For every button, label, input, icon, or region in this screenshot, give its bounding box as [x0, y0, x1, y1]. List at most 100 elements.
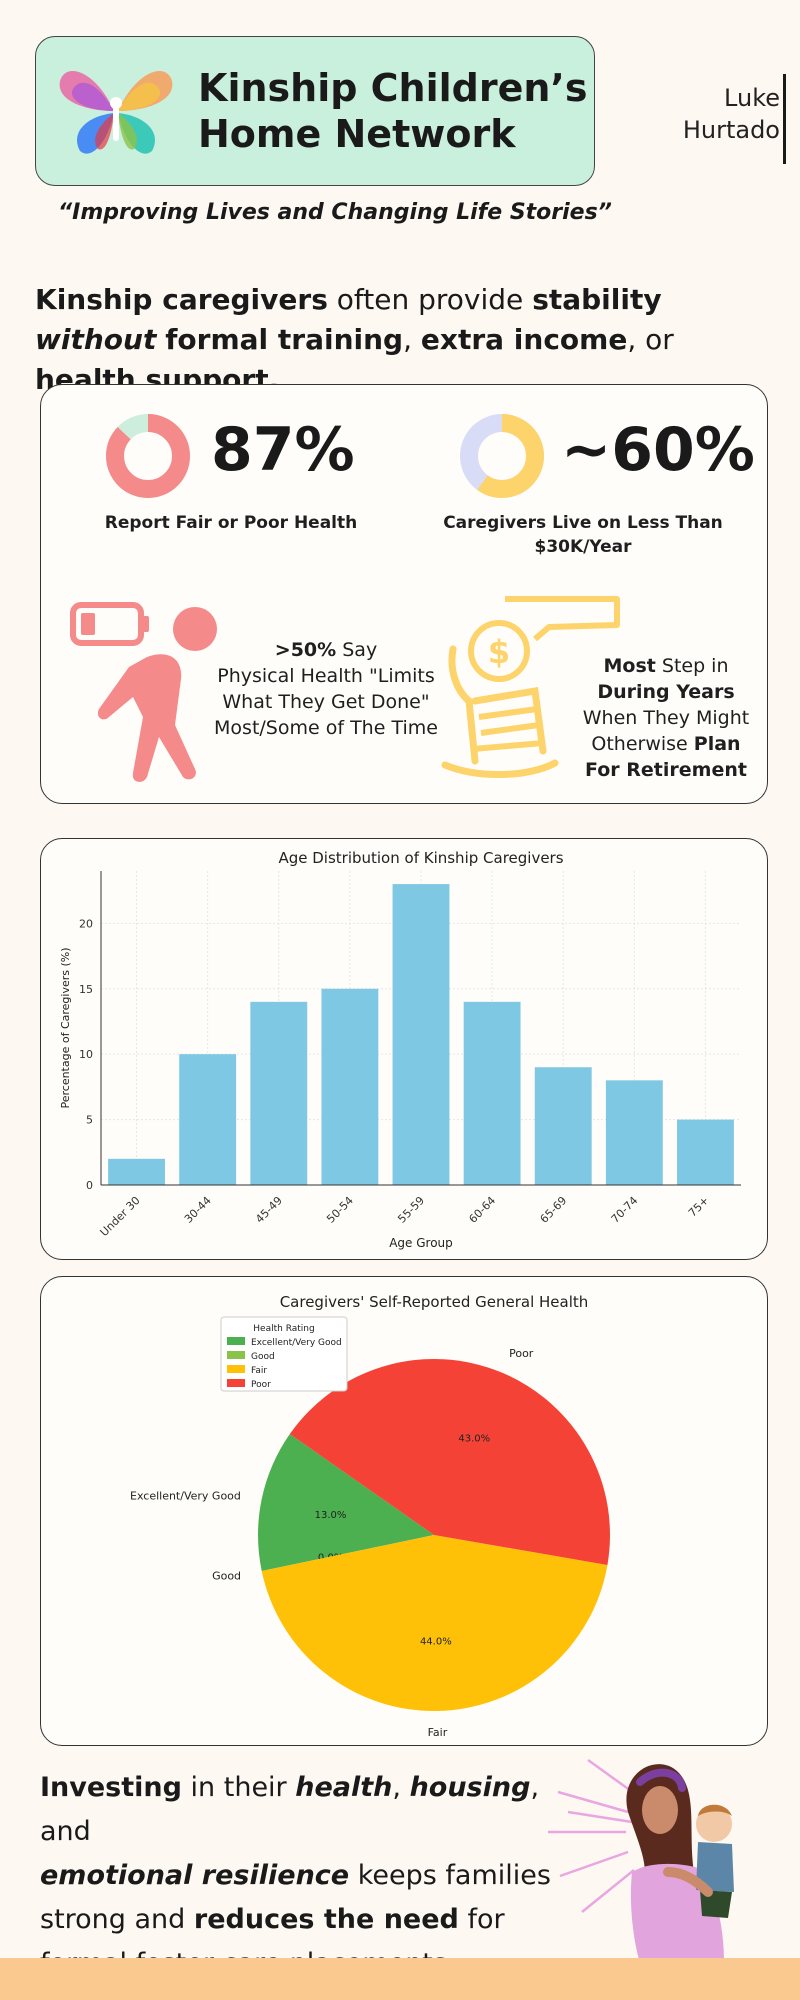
pie-slice-poor [289, 1359, 610, 1565]
bar-70-74 [605, 1080, 663, 1185]
headline-or: , or [627, 323, 674, 356]
health-stat-label: Report Fair or Poor Health [104, 513, 358, 533]
legend-entry: Poor [251, 1380, 271, 1390]
legend-entry: Excellent/Very Good [251, 1338, 342, 1348]
author-divider [783, 74, 786, 164]
header-banner: Kinship Children’s Home Network [35, 36, 595, 186]
pie-label-excellent-very-good: Excellent/Very Good [130, 1489, 241, 1502]
closing-text-2: , [392, 1772, 410, 1803]
x-tick-label: 50-54 [324, 1194, 356, 1226]
legend-entry: Fair [251, 1366, 267, 1376]
health-stat-value: 87% [211, 415, 355, 485]
bar-65-69 [534, 1067, 592, 1185]
mother-and-child-illustration [548, 1758, 734, 1962]
pie-pct-poor: 43.0% [458, 1433, 490, 1444]
author-name: Luke Hurtado [660, 82, 780, 146]
income-donut-icon [460, 414, 544, 498]
pie-chart-title: Caregivers' Self-Reported General Health [280, 1293, 589, 1311]
limits-percent: >50% [274, 639, 337, 661]
bar-30-44 [179, 1054, 237, 1185]
income-stat-value: ~60% [561, 415, 755, 485]
x-tick-label: 60-64 [466, 1194, 498, 1226]
y-tick-label: 0 [86, 1179, 93, 1192]
closing-text-1: in their [181, 1772, 296, 1803]
closing-bold-health: health [295, 1772, 393, 1803]
physical-health-limits-text: >50% Say Physical Health "Limits What Th… [201, 637, 451, 741]
bar-chart-title: Age Distribution of Kinship Caregivers [278, 849, 563, 867]
y-tick-label: 15 [79, 983, 93, 996]
y-tick-label: 10 [79, 1048, 93, 1061]
health-donut-icon [106, 414, 190, 498]
butterfly-logo-icon [59, 71, 173, 154]
x-tick-label: 70-74 [609, 1194, 641, 1226]
headline-bold-stability: stability [532, 283, 662, 316]
closing-statement: Investing in their health, housing, and … [40, 1766, 580, 1986]
bar-45-49 [250, 1001, 308, 1185]
legend-title: Health Rating [253, 1324, 314, 1334]
pie-label-fair: Fair [428, 1726, 448, 1739]
svg-text:$: $ [488, 633, 510, 671]
income-stat-label: Caregivers Live on Less Than $30K/Year [443, 513, 723, 557]
tagline: “Improving Lives and Changing Life Stori… [58, 200, 612, 225]
pie-legend: Health Rating Excellent/Very Good Good Fair… [220, 1316, 348, 1392]
closing-bold-resilience: emotional resilience [40, 1860, 350, 1891]
retire-step-in: Step in [655, 655, 729, 677]
closing-text-4: keeps families strong and [40, 1860, 551, 1935]
retire-most: Most [603, 655, 656, 677]
tired-person-low-battery-icon [70, 602, 217, 782]
retirement-text: Most Step in During Years When They Migh… [581, 653, 751, 783]
limits-say: Say [336, 639, 378, 661]
x-tick-label: 45-49 [253, 1194, 285, 1226]
pie-slice-excellent-very-good [258, 1434, 434, 1571]
x-tick-label: 65-69 [538, 1194, 570, 1226]
legend-entry: Good [251, 1352, 275, 1362]
retirement-coin-rocking-chair-icon: $ [441, 596, 620, 779]
headline-comma: , [403, 323, 421, 356]
footer-band [0, 1958, 800, 2000]
headline-text: often provide [327, 283, 533, 316]
author-last-name: Hurtado [682, 116, 780, 144]
x-tick-label: 55-59 [395, 1194, 427, 1226]
headline-bold-training: formal training [165, 323, 404, 356]
pie-label-poor: Poor [509, 1347, 534, 1360]
x-tick-label: 30-44 [182, 1194, 214, 1226]
legend-box [220, 1316, 348, 1392]
stats-card: 87% Report Fair or Poor Health ~60% Care… [40, 384, 768, 804]
organization-name: Kinship Children’s Home Network [198, 66, 588, 156]
legend-swatch [227, 1379, 245, 1387]
pie-pct-excellent-very-good: 13.0% [315, 1510, 347, 1521]
y-tick-label: 20 [79, 917, 93, 930]
x-tick-label: 75+ [686, 1194, 712, 1220]
bar-60-64 [463, 1001, 521, 1185]
headline-italic-without: without [35, 323, 157, 356]
legend-swatch [227, 1337, 245, 1345]
legend-swatch [227, 1351, 245, 1359]
pie-pct-fair: 44.0% [420, 1637, 452, 1648]
y-tick-label: 5 [86, 1114, 93, 1127]
health-pie-card: Caregivers' Self-Reported General Health… [40, 1276, 768, 1746]
headline: Kinship caregivers often provide stabili… [35, 280, 780, 400]
pie-slice-fair [261, 1535, 608, 1711]
bar-50-54 [321, 988, 379, 1185]
self-reported-health-pie-chart: Caregivers' Self-Reported General Health… [130, 1293, 610, 1739]
age-distribution-bar-chart: Age Distribution of Kinship Caregivers 0 5… [59, 849, 741, 1250]
bar-55-59 [392, 884, 450, 1185]
closing-text-3: , and [40, 1772, 540, 1847]
author-first-name: Luke [724, 84, 780, 112]
closing-bold-housing: housing [409, 1772, 531, 1803]
x-tick-label: Under 30 [98, 1194, 143, 1239]
headline-bold-income: extra income [420, 323, 628, 356]
retire-plan: Plan [693, 733, 741, 755]
retire-during-years: During Years [597, 681, 735, 703]
closing-bold-reduces: reduces the need [193, 1904, 459, 1935]
bar-75- [677, 1119, 734, 1185]
closing-bold-investing: Investing [40, 1772, 182, 1803]
limits-description: Physical Health "Limits What They Get Do… [214, 665, 438, 739]
legend-swatch [227, 1365, 245, 1373]
x-axis-label: Age Group [389, 1236, 453, 1250]
pie-label-good: Good [212, 1569, 241, 1582]
headline-bold-caregivers: Kinship caregivers [35, 283, 328, 316]
retire-when: When They Might Otherwise [582, 707, 750, 755]
y-axis-label: Percentage of Caregivers (%) [59, 947, 72, 1108]
age-chart-card: Age Distribution of Kinship Caregivers 0 5… [40, 838, 768, 1260]
